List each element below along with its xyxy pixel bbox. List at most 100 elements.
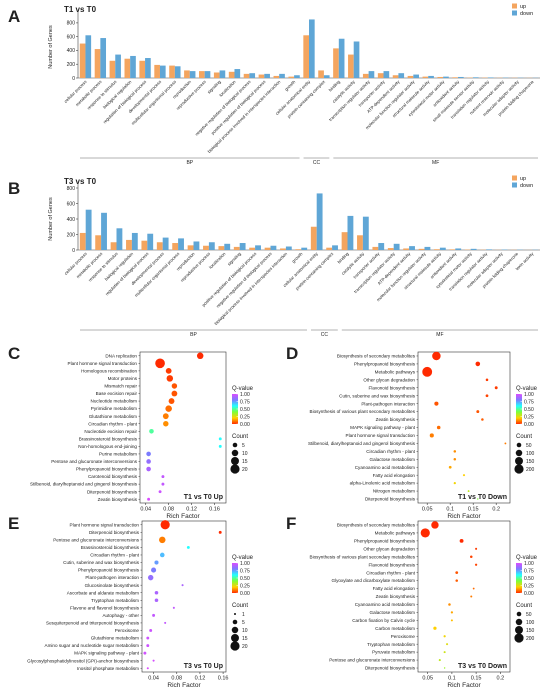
x-tick-label: 0.04 xyxy=(140,507,151,513)
plot-frame xyxy=(417,520,511,673)
x-axis-label: Rich Factor xyxy=(167,682,201,689)
bubble xyxy=(161,475,165,479)
group-label: BP xyxy=(186,160,193,166)
colorbar-tick-label: 0.50 xyxy=(240,576,250,582)
y-tick-label: Glycosylphosphatidylinositol (GPI)-ancho… xyxy=(27,658,140,663)
x-axis-label: Rich Factor xyxy=(447,682,481,689)
bar xyxy=(174,66,181,78)
bubble xyxy=(146,644,150,648)
bar xyxy=(398,73,405,78)
y-tick-label: Circadian rhythm - plant xyxy=(366,570,415,575)
bar xyxy=(139,60,146,78)
y-tick-label: Carotenoid biosynthesis xyxy=(88,474,138,479)
bubble xyxy=(422,366,433,377)
y-tick-label: Sesquiterpenoid and triterpenoid biosynt… xyxy=(46,621,140,626)
bar xyxy=(294,75,300,78)
bar xyxy=(443,76,449,78)
bar xyxy=(264,247,271,250)
bar xyxy=(353,41,360,78)
bubble xyxy=(477,498,479,500)
y-tick-label: 600 xyxy=(67,201,76,207)
size-legend-dot xyxy=(231,449,239,457)
bubble xyxy=(154,560,159,565)
y-tick-label: Stilbenoid, diarylheptanoid and gingerol… xyxy=(308,441,416,446)
color-legend-title: Q-value xyxy=(232,386,254,392)
bubble xyxy=(450,619,453,622)
size-legend-label: 10 xyxy=(242,628,248,634)
panel-annotation: T3 vs T0 Down xyxy=(458,663,507,670)
y-tick-label: Tryptophan metabolism xyxy=(367,642,415,647)
bar xyxy=(378,243,385,250)
y-tick-label: Fatty acid elongation xyxy=(373,586,416,591)
bubble xyxy=(431,521,439,529)
y-tick-label: Amino sugar and nucleotide sugar metabol… xyxy=(45,643,140,648)
bubble xyxy=(154,598,159,603)
y-tick-label: MAPK signaling pathway - plant xyxy=(74,651,140,656)
x-tick-label: 0.04 xyxy=(148,676,159,682)
color-legend-title: Q-value xyxy=(516,386,538,392)
size-legend-label: 100 xyxy=(526,620,535,626)
bar xyxy=(116,228,123,250)
bar xyxy=(472,77,479,78)
y-tick-label: Phenylpropanoid biosynthesis xyxy=(354,362,416,367)
bar xyxy=(413,74,419,78)
y-tick-label: Non-homologous end-joining xyxy=(78,444,137,449)
bubble xyxy=(470,555,473,559)
legend-label: down xyxy=(520,183,533,189)
x-tick-label: reproductive process xyxy=(175,79,207,111)
bar xyxy=(310,226,317,250)
bar xyxy=(295,249,302,250)
bubble xyxy=(146,459,151,464)
bubble xyxy=(147,497,151,501)
bubble xyxy=(434,401,439,406)
bubble xyxy=(443,667,446,669)
bar xyxy=(368,71,375,78)
y-tick-label: 0 xyxy=(72,248,75,254)
bar xyxy=(309,19,315,79)
bar xyxy=(79,43,86,78)
colorbar-tick-label: 0.75 xyxy=(240,568,250,574)
size-legend-label: 1 xyxy=(242,612,245,618)
bar xyxy=(449,249,456,250)
bar xyxy=(323,75,330,78)
bar xyxy=(178,238,184,250)
x-tick-label: 0.2 xyxy=(496,676,504,682)
bubble xyxy=(162,413,169,420)
bar xyxy=(270,245,277,250)
bubble xyxy=(485,378,489,382)
colorbar xyxy=(232,394,238,424)
bar xyxy=(434,249,440,250)
bar xyxy=(213,72,220,78)
size-legend-dot xyxy=(515,457,523,465)
y-tick-label: 0 xyxy=(72,76,75,82)
bar xyxy=(486,249,492,250)
panel-annotation: T3 vs T0 Up xyxy=(184,663,223,670)
bubble xyxy=(172,606,175,609)
plot-frame xyxy=(417,351,511,504)
size-legend-dot xyxy=(516,442,522,448)
bubble xyxy=(218,530,222,534)
bubble xyxy=(160,520,170,530)
bubble xyxy=(166,375,174,382)
bar xyxy=(424,246,431,250)
size-legend-title: Count xyxy=(232,434,248,440)
colorbar-tick-label: 0.00 xyxy=(240,591,250,597)
y-tick-label: Inositol phosphate metabolism xyxy=(77,666,139,671)
bar xyxy=(95,235,102,250)
bubble xyxy=(443,635,446,638)
y-tick-label: 200 xyxy=(67,62,76,68)
size-legend-dot xyxy=(515,449,523,457)
bubble xyxy=(448,603,451,606)
bar xyxy=(141,240,148,250)
y-tick-label: Phenylpropanoid biosynthesis xyxy=(76,467,138,472)
colorbar-tick-label: 0.50 xyxy=(524,407,534,413)
x-tick-label: 0.2 xyxy=(492,507,500,513)
y-tick-label: Pyruvate metabolism xyxy=(372,650,415,655)
bubble xyxy=(171,383,178,389)
bubble xyxy=(455,571,459,575)
y-tick-label: Biosynthesis of various plant secondary … xyxy=(310,554,416,559)
panel-annotation: T1 vs T0 Down xyxy=(458,494,507,501)
bar xyxy=(348,54,354,78)
